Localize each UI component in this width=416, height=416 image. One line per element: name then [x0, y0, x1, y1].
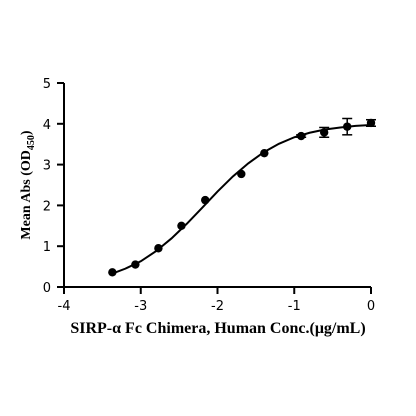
data-point [296, 131, 306, 141]
y-tick-label: 3 [43, 159, 51, 174]
data-point [260, 148, 269, 158]
data-point [108, 268, 117, 277]
y-axis-title-main: Mean Abs (OD [19, 150, 34, 239]
y-axis-title: Mean Abs (OD450) [19, 130, 37, 239]
data-point [366, 118, 376, 128]
y-tick-label: 5 [43, 77, 51, 92]
data-point [319, 128, 329, 137]
y-tick-label: 0 [43, 281, 51, 296]
y-tick-label: 1 [43, 240, 51, 255]
data-point [201, 195, 210, 205]
y-axis-title-end: ) [19, 130, 34, 135]
axes [63, 83, 371, 288]
x-tick-label: -2 [211, 299, 224, 314]
y-tick-label: 4 [43, 118, 51, 133]
y-axis-title-subscript: 450 [26, 135, 37, 150]
ticks [57, 82, 372, 294]
data-point [177, 221, 186, 230]
tick-labels: -4 -3 -2 -1 0 0 1 2 3 4 5 [43, 77, 375, 314]
x-tick-label: -3 [134, 299, 147, 314]
y-tick-label: 2 [43, 199, 51, 214]
x-axis-title: SIRP-α Fc Chimera, Human Conc.(μg/mL) [70, 320, 365, 337]
data-point [154, 244, 163, 253]
data-point [343, 122, 352, 131]
x-tick-label: -1 [288, 299, 301, 314]
x-tick-label: 0 [367, 299, 375, 314]
data-points [108, 118, 376, 277]
data-point [131, 260, 140, 269]
fit-curve [111, 124, 372, 275]
data-point [237, 169, 246, 179]
x-tick-label: -4 [58, 299, 71, 314]
